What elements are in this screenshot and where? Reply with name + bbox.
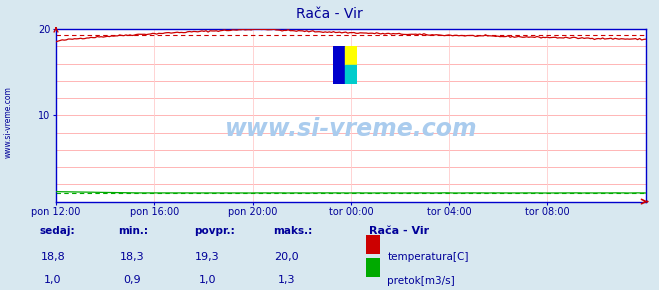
- Text: Rača - Vir: Rača - Vir: [369, 226, 429, 236]
- Text: povpr.:: povpr.:: [194, 226, 235, 236]
- Text: www.si-vreme.com: www.si-vreme.com: [225, 117, 477, 141]
- Text: temperatura[C]: temperatura[C]: [387, 252, 469, 262]
- Text: pretok[m3/s]: pretok[m3/s]: [387, 276, 455, 285]
- Text: 18,3: 18,3: [119, 252, 144, 262]
- Bar: [333, 46, 345, 84]
- Text: 0,9: 0,9: [123, 276, 140, 285]
- Text: min.:: min.:: [119, 226, 149, 236]
- Text: 1,0: 1,0: [44, 276, 61, 285]
- Text: 1,3: 1,3: [278, 276, 295, 285]
- Text: 19,3: 19,3: [195, 252, 220, 262]
- Text: 18,8: 18,8: [40, 252, 65, 262]
- Text: www.si-vreme.com: www.si-vreme.com: [3, 86, 13, 158]
- Text: 1,0: 1,0: [199, 276, 216, 285]
- Text: maks.:: maks.:: [273, 226, 313, 236]
- Bar: [345, 46, 357, 65]
- Text: sedaj:: sedaj:: [40, 226, 75, 236]
- Text: Rača - Vir: Rača - Vir: [296, 7, 363, 21]
- Text: 20,0: 20,0: [274, 252, 299, 262]
- Bar: [345, 65, 357, 84]
